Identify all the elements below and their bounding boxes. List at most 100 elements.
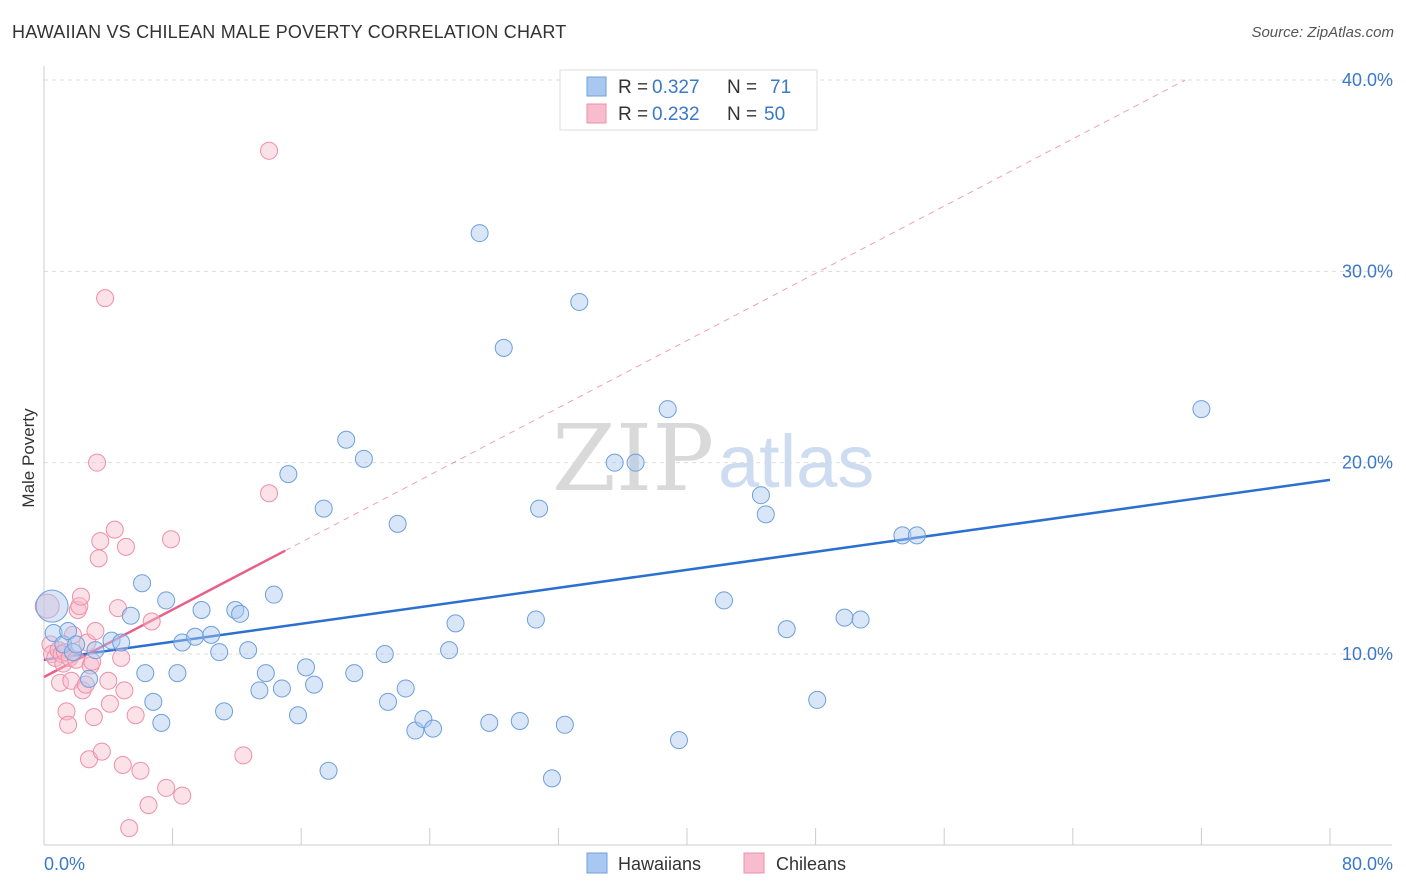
y-tick-label: 20.0%	[1342, 453, 1393, 473]
y-tick-label: 30.0%	[1342, 261, 1393, 281]
hawaiians-point	[144, 692, 163, 711]
hawaiians-point	[893, 526, 912, 545]
chileans-point	[84, 708, 103, 727]
chileans-point	[99, 671, 118, 690]
hawaiians-point	[288, 706, 307, 725]
hawaiians-point	[530, 499, 549, 518]
legend-n-value-1: 71	[770, 77, 791, 98]
chileans-point	[100, 694, 119, 713]
bottom-legend-swatch-chileans	[743, 852, 765, 874]
hawaiians-point	[658, 400, 677, 419]
hawaiians-point	[250, 681, 269, 700]
hawaiians-point	[186, 627, 205, 646]
chileans-point	[86, 622, 105, 641]
hawaiians-point	[714, 591, 733, 610]
hawaiians-point	[215, 702, 234, 721]
chileans-point	[120, 819, 139, 838]
chileans-point	[70, 597, 89, 616]
hawaiians-point	[279, 465, 298, 484]
chileans-point	[157, 778, 176, 797]
chileans-point	[34, 593, 60, 619]
hawaiians-point	[86, 641, 105, 660]
hawaiians-point	[510, 711, 529, 730]
chileans-point	[96, 289, 115, 308]
hawaiians-point	[239, 641, 258, 660]
chileans-point	[76, 675, 95, 694]
chileans-point	[131, 761, 150, 780]
hawaiians-point	[168, 664, 187, 683]
watermark-zip: ZIP	[552, 405, 714, 512]
hawaiians-point	[133, 574, 152, 593]
hawaiians-point	[526, 610, 545, 629]
hawaiians-point	[777, 620, 796, 639]
x-tick-labels: 0.0% 80.0%	[44, 854, 1393, 874]
hawaiians-point	[272, 679, 291, 698]
hawaiians-point	[756, 505, 775, 524]
hawaiians-point	[626, 453, 645, 472]
hawaiians-point	[470, 224, 489, 243]
hawaiians-point	[396, 679, 415, 698]
chileans-point	[88, 453, 107, 472]
hawaiians-point	[305, 675, 324, 694]
trend-lines	[43, 79, 1331, 679]
hawaiians-point	[1192, 400, 1211, 419]
hawaiians-point	[44, 623, 63, 642]
y-tick-labels: 10.0% 20.0% 30.0% 40.0%	[1342, 70, 1393, 664]
chileans-point	[73, 681, 92, 700]
hawaiians-point	[414, 710, 433, 729]
hawaiians-point	[319, 761, 338, 780]
hawaiians-point	[808, 690, 827, 709]
hawaiians-point	[59, 622, 78, 641]
hawaiians-point	[210, 643, 229, 662]
hawaiians-point	[480, 713, 499, 732]
chileans-point	[113, 755, 132, 774]
chileans-point	[115, 681, 134, 700]
chileans-point	[139, 796, 158, 815]
legend-r-value-2: 0.232	[652, 104, 700, 125]
hawaiians-point	[345, 664, 364, 683]
hawaiians-point	[337, 430, 356, 449]
hawaiians-point	[136, 664, 155, 683]
chileans-trend-extension	[284, 79, 1186, 552]
chileans-point	[161, 530, 180, 549]
y-tick-label: 10.0%	[1342, 644, 1393, 664]
legend: R = 0.327 N = 71 R = 0.232 N = 50	[559, 69, 818, 131]
hawaiians-point	[388, 514, 407, 533]
legend-swatch-chileans	[586, 103, 607, 124]
chileans-point	[51, 673, 70, 692]
chart-title: HAWAIIAN VS CHILEAN MALE POVERTY CORRELA…	[12, 22, 567, 42]
chileans-point	[112, 648, 131, 667]
chileans-point	[57, 702, 76, 721]
chileans-point	[142, 612, 161, 631]
hawaiians-point	[121, 606, 140, 625]
x-tick-label: 0.0%	[44, 854, 85, 874]
legend-n-value-2: 50	[764, 104, 785, 125]
hawaiians-point	[67, 635, 86, 654]
chileans-point	[126, 706, 145, 725]
legend-r-value-1: 0.327	[652, 77, 700, 98]
bottom-legend-chileans: Chileans	[776, 854, 846, 874]
axes	[43, 66, 1392, 846]
bottom-legend-hawaiians: Hawaiians	[618, 854, 701, 874]
hawaiians-point	[202, 625, 221, 644]
y-axis-title: Male Poverty	[19, 408, 38, 508]
chileans-point	[116, 537, 135, 556]
hawaiians-point	[379, 692, 398, 711]
source-label: Source: ZipAtlas.com	[1251, 24, 1394, 41]
y-tick-label: 40.0%	[1342, 70, 1393, 90]
bottom-legend: Hawaiians Chileans	[586, 852, 846, 874]
chileans-point	[71, 587, 90, 606]
legend-n-label-1: N =	[727, 77, 757, 98]
chileans-point	[234, 746, 253, 765]
hawaiians-point	[605, 453, 624, 472]
hawaiians-point	[80, 669, 99, 688]
hawaiians-point	[570, 292, 589, 311]
hawaiians-point	[555, 715, 574, 734]
legend-r-label-1: R =	[618, 77, 648, 98]
hawaiians-point	[440, 641, 459, 660]
hawaiians-point	[542, 769, 561, 788]
hawaiians-point	[424, 719, 443, 738]
hawaiians-point	[669, 731, 688, 750]
hawaiians-point	[297, 658, 316, 677]
